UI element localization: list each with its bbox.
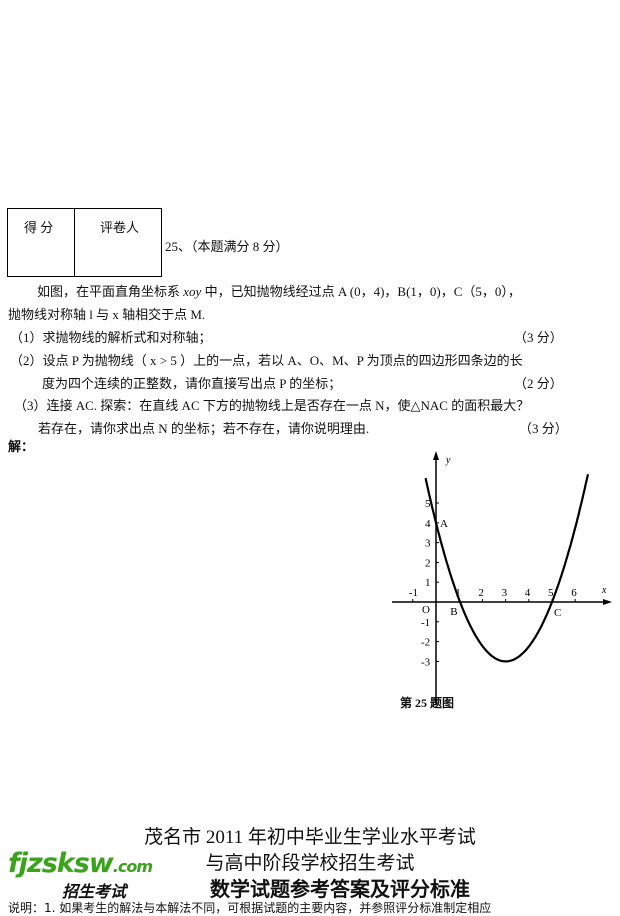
part-2-points: （2 分） bbox=[514, 376, 563, 391]
x-axis-arrow bbox=[603, 599, 612, 605]
part-3-points: （3 分） bbox=[519, 421, 568, 436]
y-tick-label: -2 bbox=[421, 637, 430, 649]
site-logo: fjzsksw.com bbox=[8, 848, 153, 879]
question-intro-line1: 如图，在平面直角坐标系 xoy 中，已知抛物线经过点 A (0，4)，B(1，0… bbox=[37, 284, 521, 299]
question-number: 25、（本题满分 8 分） bbox=[165, 239, 289, 254]
answer-label: 解： bbox=[8, 439, 35, 454]
y-tick-label: 2 bbox=[425, 557, 431, 569]
part-1-points: （3 分） bbox=[514, 330, 563, 345]
y-axis-arrow bbox=[433, 451, 439, 460]
part-3-text2: 若存在，请你求出点 N 的坐标；若不存在，请你说明理由. bbox=[38, 421, 370, 436]
figure-caption: 第 25 题图 bbox=[400, 696, 455, 710]
x-tick-label: 2 bbox=[478, 587, 484, 599]
question-intro-line2: 抛物线对称轴 l 与 x 轴相交于点 M. bbox=[8, 307, 206, 322]
point-label-C: C bbox=[554, 607, 561, 619]
title-line2: 与高中阶段学校招生考试 bbox=[205, 853, 415, 874]
origin-label: O bbox=[422, 604, 430, 616]
x-tick-label: 3 bbox=[502, 587, 508, 599]
score-label: 得 分 bbox=[24, 220, 54, 235]
point-label-B: B bbox=[450, 606, 457, 618]
y-tick-label: 4 bbox=[425, 518, 431, 530]
part-1-text: （1）求抛物线的解析式和对称轴； bbox=[10, 330, 212, 345]
y-tick-label: 5 bbox=[425, 498, 431, 510]
point-label-A: A bbox=[440, 518, 448, 530]
x-tick-label: 1 bbox=[455, 587, 461, 599]
part-3-text: （3）连接 AC. 探索：在直线 AC 下方的抛物线上是否存在一点 N，使△NA… bbox=[14, 398, 530, 413]
x-tick-label: -1 bbox=[409, 587, 418, 599]
y-tick-label: 1 bbox=[425, 577, 431, 589]
logo-subtitle: 招生考试 bbox=[62, 884, 127, 901]
x-tick-label: 4 bbox=[525, 587, 531, 599]
x-axis-label: x bbox=[601, 585, 607, 596]
y-tick-label: -3 bbox=[421, 656, 431, 668]
part-2-text: （2）设点 P 为抛物线（ x > 5 ）上的一点，若以 A、O、M、P 为顶点… bbox=[10, 353, 523, 368]
x-tick-label: 5 bbox=[548, 587, 554, 599]
part-2-text2: 度为四个连续的正整数，请你直接写出点 P 的坐标； bbox=[42, 376, 342, 391]
grader-label: 评卷人 bbox=[100, 220, 140, 235]
y-tick-label: 3 bbox=[425, 538, 431, 550]
title-line1: 茂名市 2011 年初中毕业生学业水平考试 bbox=[144, 827, 476, 848]
parabola-curve bbox=[424, 474, 590, 663]
score-table: 得 分 评卷人 bbox=[7, 208, 162, 277]
y-tick-label: -1 bbox=[421, 617, 430, 629]
y-axis-label: y bbox=[445, 455, 451, 466]
x-tick-label: 6 bbox=[571, 587, 577, 599]
note-text: 说明：1. 如果考生的解法与本解法不同，可根据试题的主要内容，并参照评分标准制定… bbox=[8, 901, 492, 915]
title-line3: 数学试题参考答案及评分标准 bbox=[210, 877, 470, 901]
